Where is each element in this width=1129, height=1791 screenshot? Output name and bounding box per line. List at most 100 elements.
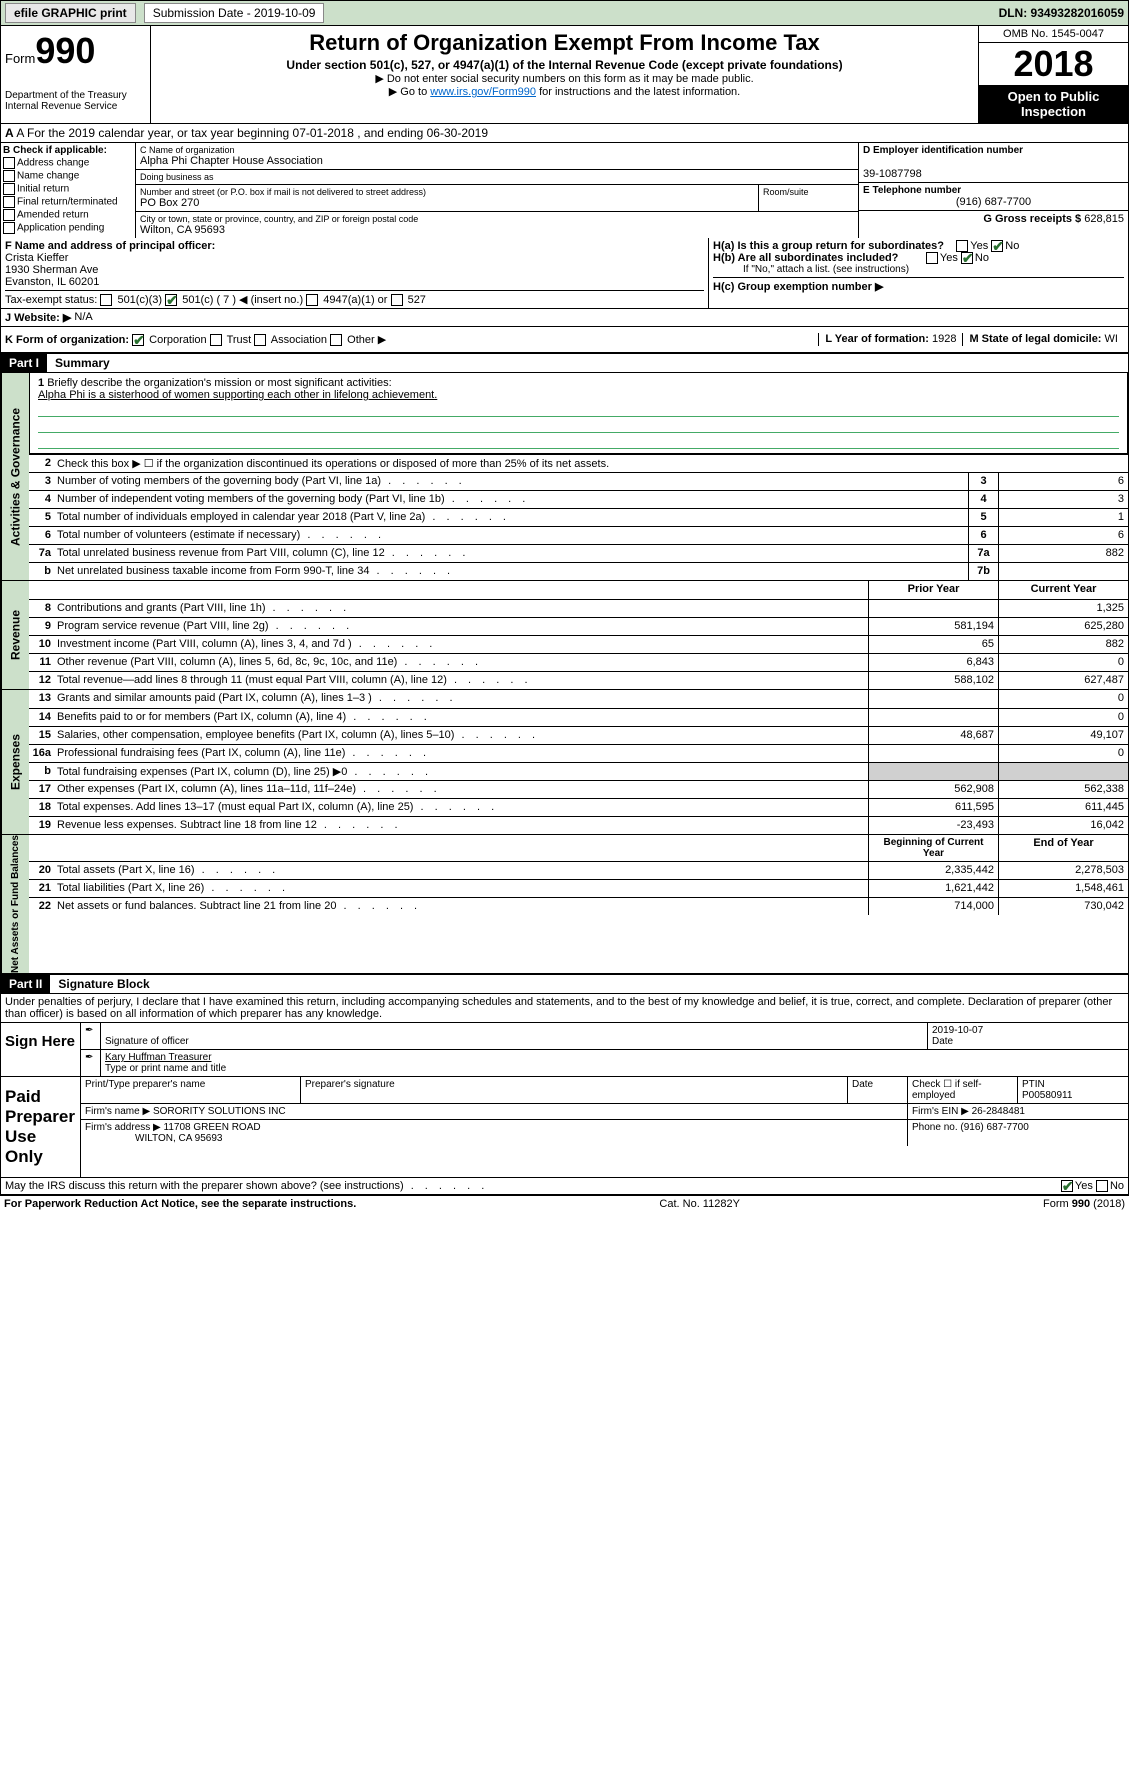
- chk-amended[interactable]: Amended return: [3, 209, 133, 221]
- chk-trust[interactable]: [210, 334, 222, 346]
- street-address: PO Box 270: [140, 197, 754, 209]
- website: N/A: [74, 311, 92, 324]
- table-row: 15Salaries, other compensation, employee…: [29, 726, 1128, 744]
- side-label-exp: Expenses: [1, 690, 29, 834]
- table-row: 17Other expenses (Part IX, column (A), l…: [29, 780, 1128, 798]
- officer-addr2: Evanston, IL 60201: [5, 276, 99, 288]
- section-b: B Check if applicable: Address change Na…: [1, 143, 136, 238]
- dln-label: DLN: 93493282016059: [999, 6, 1124, 20]
- firm-phone: (916) 687-7700: [960, 1122, 1028, 1133]
- form-number: 990: [35, 30, 95, 71]
- expenses-section: Expenses 13Grants and similar amounts pa…: [0, 690, 1129, 835]
- sign-here-block: Sign Here ✒ Signature of officer 2019-10…: [0, 1022, 1129, 1077]
- table-row: 4Number of independent voting members of…: [29, 490, 1128, 508]
- section-c: C Name of organizationAlpha Phi Chapter …: [136, 143, 858, 238]
- firm-name: SORORITY SOLUTIONS INC: [153, 1106, 286, 1117]
- form-header: Form990 Department of the Treasury Inter…: [0, 26, 1129, 124]
- pra-notice: For Paperwork Reduction Act Notice, see …: [4, 1198, 356, 1210]
- table-row: 9Program service revenue (Part VIII, lin…: [29, 617, 1128, 635]
- officer-addr1: 1930 Sherman Ave: [5, 264, 98, 276]
- section-bcd: B Check if applicable: Address change Na…: [0, 143, 1129, 238]
- gross-receipts: 628,815: [1084, 213, 1124, 225]
- year-formation: L Year of formation: 1928: [818, 333, 962, 346]
- table-row: 7aTotal unrelated business revenue from …: [29, 544, 1128, 562]
- chk-527[interactable]: [391, 294, 403, 306]
- dept-label: Department of the Treasury Internal Reve…: [5, 90, 146, 112]
- chk-discuss-yes[interactable]: [1061, 1180, 1073, 1192]
- chk-pending[interactable]: Application pending: [3, 222, 133, 234]
- chk-corp[interactable]: [132, 334, 144, 346]
- state-domicile: M State of legal domicile: WI: [962, 333, 1124, 346]
- table-row: 10Investment income (Part VIII, column (…: [29, 635, 1128, 653]
- top-bar: efile GRAPHIC print Submission Date - 20…: [0, 0, 1129, 26]
- sig-date: 2019-10-07: [932, 1025, 983, 1036]
- table-row: bTotal fundraising expenses (Part IX, co…: [29, 762, 1128, 780]
- telephone: (916) 687-7700: [863, 196, 1124, 208]
- revenue-section: Revenue Prior YearCurrent Year 8Contribu…: [0, 581, 1129, 690]
- chk-initial[interactable]: Initial return: [3, 183, 133, 195]
- table-row: 13Grants and similar amounts paid (Part …: [29, 690, 1128, 708]
- chk-final[interactable]: Final return/terminated: [3, 196, 133, 208]
- officer-print-name: Kary Huffman Treasurer: [105, 1052, 212, 1063]
- header-right: OMB No. 1545-0047 2018 Open to Public In…: [978, 26, 1128, 123]
- row-a: A A For the 2019 calendar year, or tax y…: [0, 124, 1129, 143]
- cat-no: Cat. No. 11282Y: [659, 1198, 740, 1210]
- table-row: 20Total assets (Part X, line 16)2,335,44…: [29, 861, 1128, 879]
- irs-link[interactable]: www.irs.gov/Form990: [430, 86, 536, 98]
- form-label: Form: [5, 51, 35, 66]
- section-d: D Employer identification number39-10877…: [858, 143, 1128, 238]
- chk-501c[interactable]: [165, 294, 177, 306]
- chk-assoc[interactable]: [254, 334, 266, 346]
- side-label-rev: Revenue: [1, 581, 29, 689]
- table-row: bNet unrelated business taxable income f…: [29, 562, 1128, 580]
- mission-text: Alpha Phi is a sisterhood of women suppo…: [38, 389, 437, 401]
- omb-label: OMB No. 1545-0047: [979, 26, 1128, 43]
- part2-header: Part II Signature Block: [0, 974, 1129, 994]
- header-left: Form990 Department of the Treasury Inter…: [1, 26, 151, 123]
- submission-date: Submission Date - 2019-10-09: [144, 3, 325, 23]
- header-sub2: ▶ Do not enter social security numbers o…: [155, 72, 974, 85]
- chk-4947[interactable]: [306, 294, 318, 306]
- table-row: 11Other revenue (Part VIII, column (A), …: [29, 653, 1128, 671]
- section-h: H(a) Is this a group return for subordin…: [708, 238, 1128, 308]
- chk-501c3[interactable]: [100, 294, 112, 306]
- side-label-net: Net Assets or Fund Balances: [1, 835, 29, 973]
- section-f: F Name and address of principal officer:…: [1, 238, 708, 308]
- table-row: 18Total expenses. Add lines 13–17 (must …: [29, 798, 1128, 816]
- officer-name: Crista Kieffer: [5, 252, 68, 264]
- table-row: 5Total number of individuals employed in…: [29, 508, 1128, 526]
- firm-ein: 26-2848481: [972, 1106, 1025, 1117]
- table-row: 22Net assets or fund balances. Subtract …: [29, 897, 1128, 915]
- section-f-h: F Name and address of principal officer:…: [0, 238, 1129, 309]
- ein: 39-1087798: [863, 168, 1124, 180]
- inspection-label: Open to Public Inspection: [979, 85, 1128, 123]
- firm-city: WILTON, CA 95693: [135, 1133, 222, 1144]
- form-ref: Form 990 (2018): [1043, 1198, 1125, 1210]
- paid-preparer-label: Paid Preparer Use Only: [1, 1077, 81, 1177]
- table-row: 19Revenue less expenses. Subtract line 1…: [29, 816, 1128, 834]
- table-row: 8Contributions and grants (Part VIII, li…: [29, 599, 1128, 617]
- table-row: 14Benefits paid to or for members (Part …: [29, 708, 1128, 726]
- header-sub1: Under section 501(c), 527, or 4947(a)(1)…: [155, 58, 974, 72]
- sign-here-label: Sign Here: [1, 1023, 81, 1076]
- row-k: K Form of organization: Corporation Trus…: [0, 327, 1129, 353]
- chk-other[interactable]: [330, 334, 342, 346]
- firm-addr: 11708 GREEN ROAD: [164, 1122, 261, 1133]
- table-row: 3Number of voting members of the governi…: [29, 472, 1128, 490]
- tax-year: 2018: [979, 43, 1128, 85]
- b-title: B Check if applicable:: [3, 145, 133, 156]
- activities-governance: Activities & Governance 1 Briefly descri…: [0, 373, 1129, 581]
- header-mid: Return of Organization Exempt From Incom…: [151, 26, 978, 123]
- chk-address[interactable]: Address change: [3, 157, 133, 169]
- city-state-zip: Wilton, CA 95693: [140, 224, 854, 236]
- chk-name[interactable]: Name change: [3, 170, 133, 182]
- table-row: 6Total number of volunteers (estimate if…: [29, 526, 1128, 544]
- table-row: 21Total liabilities (Part X, line 26)1,6…: [29, 879, 1128, 897]
- ptin: P00580911: [1022, 1090, 1072, 1101]
- part1-header: Part I Summary: [0, 353, 1129, 373]
- efile-button[interactable]: efile GRAPHIC print: [5, 3, 136, 23]
- perjury-text: Under penalties of perjury, I declare th…: [0, 994, 1129, 1022]
- form-title: Return of Organization Exempt From Incom…: [155, 30, 974, 56]
- chk-discuss-no[interactable]: [1096, 1180, 1108, 1192]
- table-row: 16aProfessional fundraising fees (Part I…: [29, 744, 1128, 762]
